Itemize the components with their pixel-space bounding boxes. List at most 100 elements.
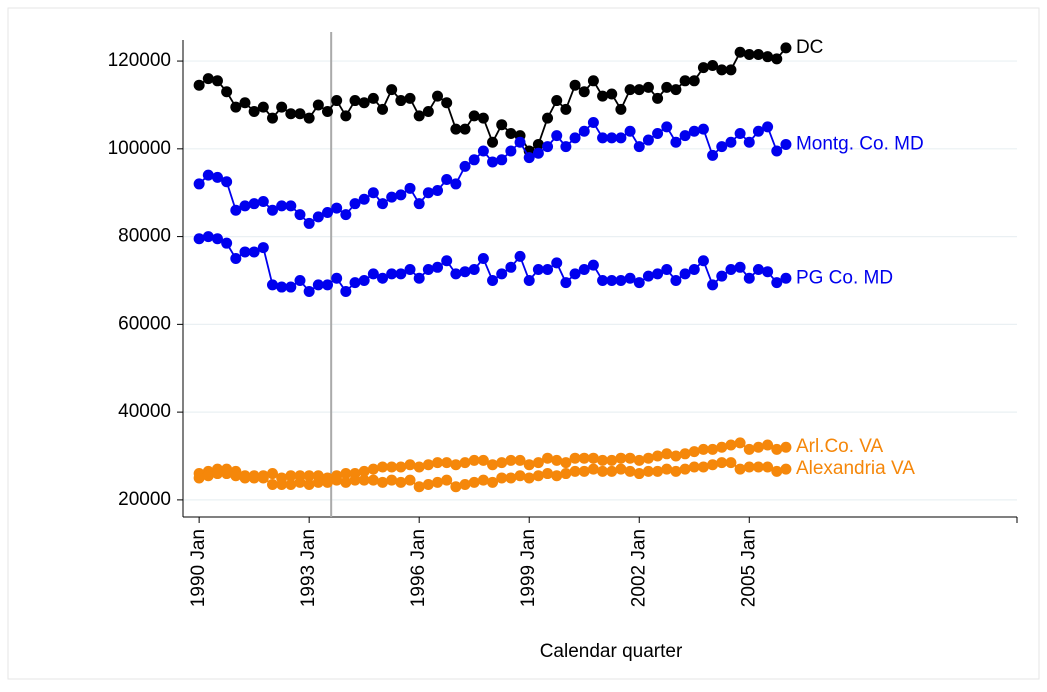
data-point [624, 84, 636, 96]
data-point [505, 127, 517, 139]
data-point [752, 125, 764, 137]
data-point [679, 448, 691, 460]
data-point [578, 86, 590, 98]
data-point [670, 84, 682, 96]
data-point [661, 121, 673, 133]
data-point [716, 64, 728, 76]
data-point [523, 459, 535, 471]
series: Montg. Co. MD [193, 116, 924, 229]
data-point [688, 264, 700, 276]
data-point [578, 264, 590, 276]
data-point [587, 452, 599, 464]
data-point [312, 211, 324, 223]
data-point [312, 279, 324, 291]
data-point [688, 446, 700, 458]
data-point [303, 470, 315, 482]
data-point [450, 268, 462, 280]
data-point [349, 95, 361, 107]
data-point [679, 463, 691, 475]
data-point [523, 472, 535, 484]
data-point [239, 97, 251, 109]
data-point [725, 264, 737, 276]
series-label: PG Co. MD [796, 267, 893, 288]
data-point [752, 441, 764, 453]
data-point [459, 457, 471, 469]
data-point [413, 110, 425, 122]
data-point [202, 470, 214, 482]
data-point [624, 125, 636, 137]
data-point [670, 274, 682, 286]
data-point [257, 101, 269, 113]
data-point [606, 465, 618, 477]
data-point [505, 472, 517, 484]
data-point [477, 454, 489, 466]
data-point [688, 461, 700, 473]
data-point [569, 132, 581, 144]
data-point [322, 476, 334, 488]
data-point [459, 266, 471, 278]
data-point [725, 439, 737, 451]
x-tick-label: 1996 Jan [408, 529, 429, 607]
data-point [441, 457, 453, 469]
data-point [716, 457, 728, 469]
data-point [266, 279, 278, 291]
data-point [532, 147, 544, 159]
data-point [257, 195, 269, 207]
data-point [716, 441, 728, 453]
data-point [569, 268, 581, 280]
data-point [487, 156, 499, 168]
data-point [642, 134, 654, 146]
data-point [624, 452, 636, 464]
data-point [285, 108, 297, 120]
data-point [514, 454, 526, 466]
data-point [450, 123, 462, 135]
data-point [367, 463, 379, 475]
data-point [294, 209, 306, 221]
data-point [358, 465, 370, 477]
data-point [514, 470, 526, 482]
data-point [560, 277, 572, 289]
data-point [771, 53, 783, 65]
data-point [367, 474, 379, 486]
data-point [367, 92, 379, 104]
data-point [670, 450, 682, 462]
data-point [743, 272, 755, 284]
data-point [725, 457, 737, 469]
data-point [752, 264, 764, 276]
data-point [716, 270, 728, 282]
data-point [340, 476, 352, 488]
data-point [505, 145, 517, 157]
data-point [459, 123, 471, 135]
data-point [422, 187, 434, 199]
x-tick-label: 1993 Jan [298, 529, 319, 607]
series-label: Montg. Co. MD [796, 133, 924, 154]
series: PG Co. MD [193, 231, 893, 297]
y-tick-label: 120000 [108, 50, 171, 71]
data-point [358, 193, 370, 205]
data-point [697, 123, 709, 135]
data-point [514, 250, 526, 262]
data-point [221, 468, 233, 480]
data-point [597, 465, 609, 477]
data-point [771, 443, 783, 455]
data-point [487, 459, 499, 471]
data-point [395, 476, 407, 488]
data-point [395, 461, 407, 473]
data-point [679, 75, 691, 87]
data-point [505, 261, 517, 273]
x-tick-label: 1990 Jan [188, 529, 209, 607]
y-tick-label: 60000 [118, 313, 171, 334]
data-point [441, 474, 453, 486]
data-point [386, 474, 398, 486]
data-point [358, 274, 370, 286]
data-point [340, 285, 352, 297]
data-point [633, 468, 645, 480]
data-point [404, 474, 416, 486]
data-point [523, 152, 535, 164]
data-point [578, 452, 590, 464]
data-point [377, 272, 389, 284]
data-point [413, 461, 425, 473]
data-point [450, 481, 462, 493]
data-point [432, 90, 444, 102]
data-point [514, 136, 526, 148]
